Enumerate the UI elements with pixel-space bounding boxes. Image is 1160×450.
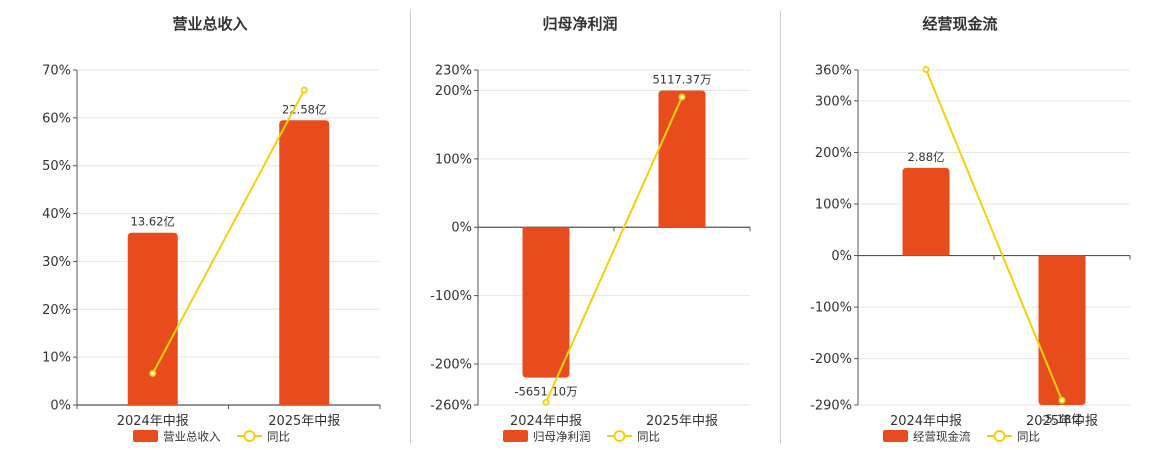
yoy-point	[922, 65, 930, 73]
y-tick-label: 200%	[815, 146, 852, 161]
yoy-point	[678, 93, 686, 101]
y-tick-label: 50%	[42, 159, 71, 174]
revenue-bar	[279, 120, 330, 405]
net-profit-bar	[658, 90, 706, 228]
y-tick-label: 0%	[451, 221, 472, 236]
bar-data-label: 2.88亿	[907, 150, 944, 164]
x-tick-label: 2025年中报	[268, 414, 340, 429]
y-tick-label: -100%	[430, 289, 472, 304]
yoy-line	[545, 96, 683, 403]
y-tick-label: -200%	[430, 357, 472, 372]
y-tick-label: 20%	[42, 303, 71, 318]
yoy-line	[925, 69, 1063, 401]
y-tick-label: 60%	[42, 111, 71, 126]
chart-legend: 营业总收入 同比	[133, 430, 290, 444]
legend-line-label: 同比	[1017, 430, 1040, 444]
x-tick-label: 2024年中报	[890, 414, 962, 429]
y-tick-label: 40%	[42, 207, 71, 222]
legend-line-marker	[993, 430, 1006, 442]
legend-bar-label: 营业总收入	[163, 430, 221, 444]
net-profit-chart-svg: 归母净利润 -260% -200% -100% 0% 100% 200% 230% 2024年中…	[430, 15, 751, 444]
legend-bar-label: 归母净利润	[533, 430, 591, 444]
cash-flow-chart-svg: 经营现金流 -290% -200% -100% 0% 100% 200% 300% 360% 20…	[810, 15, 1131, 444]
y-tick-label: 100%	[435, 152, 472, 167]
cash-flow-bar	[902, 167, 950, 256]
panel-divider	[780, 10, 781, 444]
yoy-point	[1058, 396, 1066, 404]
legend-bar-swatch	[883, 430, 908, 442]
legend-bar-label: 经营现金流	[913, 430, 971, 444]
yoy-point	[149, 369, 157, 377]
y-tick-label: 360%	[815, 64, 852, 79]
y-tick-label: -200%	[810, 352, 852, 367]
yoy-line	[151, 89, 306, 374]
legend-bar-swatch	[133, 430, 158, 442]
y-tick-label: 10%	[42, 351, 71, 366]
chart-legend: 归母净利润 同比	[503, 430, 660, 444]
y-tick-label: 200%	[435, 84, 472, 99]
bar-data-label: 5117.37万	[652, 73, 711, 87]
y-tick-label: 70%	[42, 64, 71, 79]
y-tick-label: -100%	[810, 301, 852, 316]
y-tick-label: 300%	[815, 94, 852, 109]
x-tick-label: 2025年中报	[1026, 414, 1098, 429]
x-tick-label: 2025年中报	[646, 414, 718, 429]
net-profit-chart-panel: 归母净利润 -260% -200% -100% 0% 100% 200% 230% 2024年中…	[410, 0, 780, 450]
bar-data-label: -5.18亿	[1041, 412, 1082, 426]
legend-bar-swatch	[503, 430, 528, 442]
legend-line-marker	[243, 430, 256, 442]
yoy-point	[300, 86, 308, 94]
x-tick-label: 2024年中报	[117, 414, 189, 429]
yoy-point	[542, 398, 550, 406]
cash-flow-chart-panel: 经营现金流 -290% -200% -100% 0% 100% 200% 300% 360% 20…	[780, 0, 1160, 450]
y-tick-label: 30%	[42, 255, 71, 270]
revenue-chart-panel: 营业总收入 0% 10% 20% 30% 40% 50% 60% 70% 2024年中报 2025年…	[0, 0, 410, 450]
bar-data-label: 13.62亿	[131, 215, 175, 229]
chart-title: 经营现金流	[922, 15, 997, 33]
bar-data-label: 22.58亿	[282, 102, 326, 116]
bar-data-label: -5651.10万	[514, 385, 577, 399]
legend-line-label: 同比	[637, 430, 660, 444]
cash-flow-bar	[1038, 255, 1086, 405]
legend-line-marker	[613, 430, 626, 442]
y-tick-label: 230%	[435, 64, 472, 79]
net-profit-bar	[522, 227, 570, 378]
chart-title: 归母净利润	[542, 15, 617, 33]
revenue-chart-svg: 营业总收入 0% 10% 20% 30% 40% 50% 60% 70% 2024年中报 2025年…	[42, 15, 381, 444]
y-tick-label: 0%	[50, 399, 71, 414]
x-tick-label: 2024年中报	[510, 414, 582, 429]
y-tick-label: 0%	[831, 249, 852, 264]
y-tick-label: 100%	[815, 198, 852, 213]
revenue-bar	[127, 232, 178, 405]
chart-title: 营业总收入	[172, 15, 247, 33]
y-tick-label: -290%	[810, 399, 852, 414]
panel-divider	[410, 10, 411, 444]
chart-legend: 经营现金流 同比	[883, 430, 1040, 444]
legend-line-label: 同比	[267, 430, 290, 444]
y-tick-label: -260%	[430, 399, 472, 414]
